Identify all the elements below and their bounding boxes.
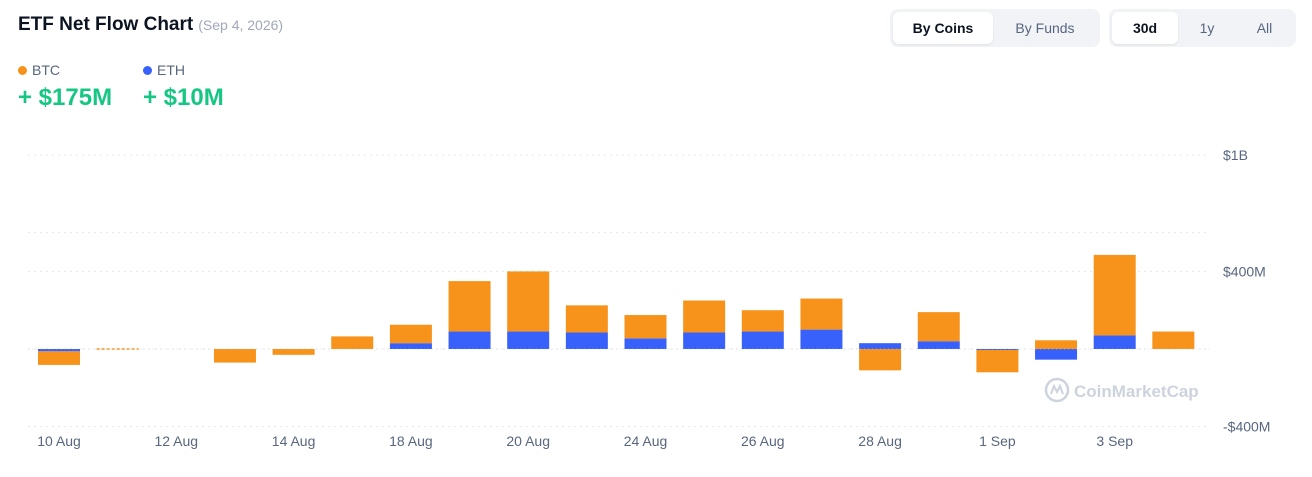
x-tick-label: 20 Aug	[506, 433, 550, 449]
btc-bar[interactable]	[448, 281, 491, 332]
y-tick-label: $1B	[1223, 147, 1248, 163]
y-tick-label: -$400M	[1223, 419, 1270, 435]
chart-header: ETF Net Flow Chart (Sep 4, 2026)	[18, 14, 283, 36]
eth-bar[interactable]	[389, 343, 432, 349]
range-30d-tab[interactable]: 30d	[1112, 12, 1178, 44]
chart-title: ETF Net Flow Chart	[18, 14, 194, 35]
btc-bar[interactable]	[1035, 340, 1078, 349]
coinmarketcap-watermark: CoinMarketCap	[1044, 377, 1199, 403]
x-tick-label: 10 Aug	[37, 433, 81, 449]
legend-btc[interactable]: BTC + $175M	[18, 62, 112, 112]
btc-bar[interactable]	[624, 315, 667, 339]
eth-bar[interactable]	[741, 331, 784, 349]
eth-net-flow-value: + $10M	[143, 84, 224, 111]
eth-bar[interactable]	[1035, 349, 1078, 360]
btc-bar[interactable]	[213, 349, 256, 363]
eth-bar[interactable]	[976, 349, 1019, 351]
x-tick-label: 28 Aug	[858, 433, 902, 449]
btc-bar[interactable]	[917, 312, 960, 342]
x-tick-label: 18 Aug	[389, 433, 433, 449]
range-all-tab[interactable]: All	[1256, 20, 1273, 36]
eth-bar[interactable]	[683, 332, 726, 349]
legend-eth[interactable]: ETH + $10M	[143, 62, 224, 112]
chart-date: (Sep 4, 2026)	[198, 17, 284, 33]
by-funds-tab[interactable]: By Funds	[1015, 20, 1075, 36]
eth-bar[interactable]	[1093, 335, 1136, 349]
eth-bar[interactable]	[859, 343, 902, 349]
btc-bar[interactable]	[1152, 331, 1195, 349]
x-tick-label: 1 Sep	[979, 433, 1016, 449]
range-toggle: 30d 1y All	[1109, 9, 1296, 47]
eth-legend-label: ETH	[157, 62, 185, 78]
eth-bar[interactable]	[917, 341, 960, 349]
btc-bar[interactable]	[859, 349, 902, 371]
btc-bar[interactable]	[331, 336, 374, 349]
btc-bar[interactable]	[1093, 254, 1136, 336]
x-tick-label: 26 Aug	[741, 433, 785, 449]
coinmarketcap-logo-icon	[1044, 377, 1070, 403]
eth-bar[interactable]	[800, 329, 843, 349]
x-tick-label: 24 Aug	[624, 433, 668, 449]
view-toggle: By Coins By Funds	[890, 9, 1100, 47]
eth-bar[interactable]	[38, 349, 80, 352]
eth-legend-dot	[143, 65, 152, 75]
by-coins-tab[interactable]: By Coins	[893, 12, 993, 44]
eth-bar[interactable]	[565, 332, 608, 349]
btc-legend-label: BTC	[32, 62, 60, 78]
y-tick-label: $400M	[1223, 263, 1266, 279]
x-tick-label: 14 Aug	[272, 433, 316, 449]
eth-bar[interactable]	[507, 331, 550, 349]
btc-bar[interactable]	[565, 305, 608, 333]
btc-bar[interactable]	[683, 300, 726, 333]
btc-legend-dot	[18, 65, 27, 75]
btc-bar[interactable]	[38, 351, 80, 365]
btc-bar[interactable]	[800, 298, 843, 330]
watermark-text: CoinMarketCap	[1074, 382, 1199, 401]
x-tick-label: 3 Sep	[1096, 433, 1133, 449]
btc-bar[interactable]	[741, 310, 784, 332]
x-tick-label: 12 Aug	[154, 433, 198, 449]
btc-net-flow-value: + $175M	[18, 84, 113, 111]
eth-bar[interactable]	[448, 331, 491, 349]
btc-bar[interactable]	[272, 349, 315, 355]
btc-bar[interactable]	[507, 271, 550, 332]
btc-bar[interactable]	[389, 324, 432, 344]
btc-bar[interactable]	[976, 349, 1019, 373]
range-1y-tab[interactable]: 1y	[1199, 20, 1215, 36]
eth-bar[interactable]	[624, 338, 667, 349]
